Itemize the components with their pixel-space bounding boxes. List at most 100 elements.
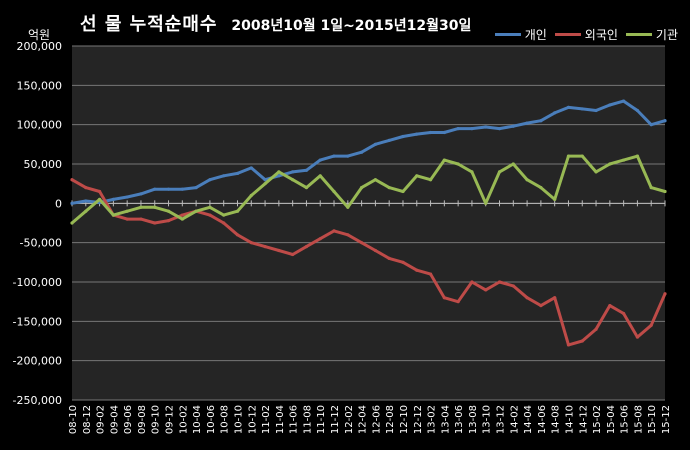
data-point [635,108,640,113]
data-point [553,296,557,300]
data-point [318,174,322,178]
data-point [608,162,612,166]
y-unit-label: 억원 [28,28,51,42]
data-point [304,168,309,172]
data-point [222,213,226,217]
x-tick-label: 11-04 [275,405,286,434]
data-point [580,154,584,158]
x-tick-label: 09-12 [165,405,176,434]
data-point [594,327,598,331]
x-tick-label: 15-04 [606,405,617,434]
data-point [580,107,584,111]
data-point [249,193,253,198]
x-tick-label: 08-12 [82,405,93,434]
x-tick-label: 08-10 [68,405,79,434]
data-point [84,199,88,203]
y-tick-label: 150,000 [17,79,63,92]
x-tick-label: 11-02 [261,405,272,434]
data-point [84,209,88,213]
data-point [373,142,377,146]
y-tick-label: -200,000 [13,355,62,368]
x-tick-label: 15-08 [633,405,644,434]
data-point [318,158,322,162]
data-point [539,304,543,308]
x-tick-label: 10-08 [220,405,231,434]
data-point [125,195,129,199]
data-point [525,121,529,125]
data-point [608,103,612,107]
x-tick-label: 12-04 [358,405,369,434]
data-point [166,219,171,223]
data-point [139,192,143,196]
data-point [649,123,653,127]
x-tick-label: 15-10 [647,405,658,434]
data-point [649,186,653,190]
x-tick-label: 09-04 [109,405,120,434]
data-point [304,245,309,249]
data-point [663,189,667,194]
data-point [663,292,667,296]
data-point [470,127,474,131]
x-tick-label: 09-08 [137,405,148,434]
x-tick-label: 13-06 [454,405,465,434]
data-point [70,201,74,205]
legend-label: 개인 [524,28,547,42]
data-point [373,248,377,253]
x-tick-label: 09-02 [96,405,107,434]
y-tick-label: -250,000 [13,394,62,407]
data-point [180,217,184,221]
data-point [387,186,391,190]
data-point [428,178,433,182]
x-tick-label: 14-10 [564,405,575,434]
data-point [387,256,391,260]
data-point [222,174,226,178]
data-point [291,252,295,257]
data-point [553,111,557,115]
data-point [484,125,488,129]
x-tick-label: 09-06 [123,405,134,434]
series-line [70,99,667,205]
x-tick-label: 14-02 [509,405,520,434]
chart-title-main: 선 물 누적순매수 [80,14,218,35]
y-tick-label: -50,000 [20,237,62,250]
data-point [428,272,433,276]
data-point [442,158,446,162]
data-point [180,213,184,217]
data-point [484,288,488,292]
data-point [622,311,626,316]
data-point [511,124,515,128]
x-tick-label: 14-06 [537,405,548,434]
data-point [360,186,364,190]
x-tick-label: 11-06 [289,405,300,434]
x-tick-label: 13-12 [496,405,507,434]
data-point [263,182,267,186]
y-tick-label: -100,000 [13,276,62,289]
data-point [566,154,571,158]
data-point [153,187,157,191]
data-point [139,217,143,221]
data-point [539,186,543,190]
data-point [235,233,240,237]
data-point [235,171,240,176]
data-point [511,162,515,166]
x-tick-label: 13-10 [482,405,493,434]
data-point [180,187,184,191]
data-point [566,343,571,347]
y-tick-label: 100,000 [17,119,63,132]
data-point [166,187,171,191]
data-point [97,197,102,201]
data-point [497,170,502,174]
data-point [442,296,446,300]
data-point [415,268,419,272]
data-point [332,154,336,158]
legend-swatch [554,33,581,36]
data-point [635,335,640,339]
x-tick-label: 15-02 [592,405,603,434]
data-point [497,280,502,284]
data-point [594,170,598,174]
x-tick-label: 10-04 [192,405,203,434]
data-point [111,197,115,201]
data-point [497,127,502,131]
data-point [70,178,74,182]
